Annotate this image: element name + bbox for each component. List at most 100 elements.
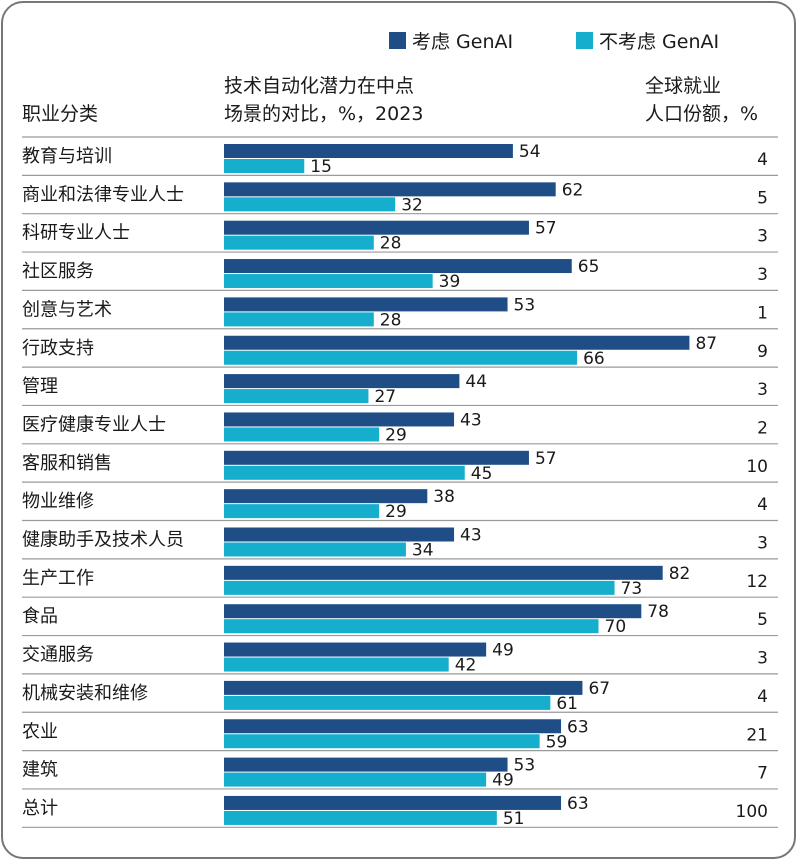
category-label: 医疗健康专业人士	[22, 414, 166, 435]
value-label-with-genai: 44	[465, 372, 487, 392]
bar-without-genai	[224, 695, 551, 710]
value-label-with-genai: 43	[460, 526, 482, 546]
bar-without-genai	[224, 619, 599, 634]
bar-without-genai	[224, 657, 449, 672]
category-label: 机械安装和维修	[22, 683, 148, 704]
bars-column-header-line2: 场景的对比，%，2023	[224, 103, 423, 125]
value-label-with-genai: 57	[535, 219, 557, 239]
bar-without-genai	[224, 350, 578, 365]
category-label: 总计	[22, 798, 58, 819]
legend: 考虑 GenAI 不考虑 GenAI	[389, 31, 719, 53]
value-label-without-genai: 45	[471, 464, 493, 484]
value-label-with-genai: 38	[433, 487, 455, 507]
bar-without-genai	[224, 274, 433, 289]
bar-with-genai	[224, 374, 460, 389]
value-label-with-genai: 54	[519, 142, 541, 162]
value-label-without-genai: 32	[401, 195, 423, 215]
value-label-with-genai: 87	[695, 334, 717, 354]
bar-without-genai	[224, 734, 540, 749]
employment-share-value: 9	[757, 342, 768, 362]
bar-without-genai	[224, 580, 615, 595]
value-label-without-genai: 27	[374, 387, 396, 407]
bar-with-genai	[224, 527, 455, 542]
value-label-with-genai: 53	[514, 756, 536, 776]
bar-without-genai	[224, 312, 374, 327]
share-column-header-line1: 全球就业	[645, 75, 721, 97]
bar-without-genai	[224, 389, 369, 404]
category-label: 物业维修	[22, 491, 94, 512]
value-label-with-genai: 78	[647, 602, 669, 622]
employment-share-value: 3	[757, 227, 768, 247]
employment-share-value: 3	[757, 380, 768, 400]
value-label-without-genai: 28	[380, 310, 402, 330]
employment-share-value: 4	[757, 150, 768, 170]
value-label-with-genai: 63	[567, 794, 589, 814]
bar-with-genai	[224, 680, 583, 695]
value-label-without-genai: 29	[385, 502, 407, 522]
bar-without-genai	[224, 197, 396, 212]
value-label-with-genai: 49	[492, 641, 514, 661]
bar-without-genai	[224, 159, 305, 173]
legend-label-with-genai: 考虑 GenAI	[412, 31, 513, 53]
employment-share-value: 2	[757, 418, 768, 438]
bar-with-genai	[224, 450, 529, 465]
bar-without-genai	[224, 235, 374, 250]
category-label: 健康助手及技术人员	[22, 530, 184, 551]
category-label: 客服和销售	[22, 453, 112, 474]
bar-with-genai	[224, 335, 690, 350]
employment-share-value: 1	[757, 303, 768, 323]
value-label-with-genai: 43	[460, 410, 482, 430]
category-label: 创意与艺术	[22, 299, 112, 320]
category-label: 管理	[22, 376, 58, 397]
employment-share-value: 5	[757, 188, 768, 208]
value-label-without-genai: 73	[621, 579, 643, 599]
value-label-without-genai: 29	[385, 425, 407, 445]
bar-with-genai	[224, 182, 556, 197]
value-label-without-genai: 28	[380, 234, 402, 254]
legend-label-without-genai: 不考虑 GenAI	[599, 31, 719, 53]
employment-share-value: 100	[736, 802, 768, 822]
bar-without-genai	[224, 542, 406, 557]
value-label-with-genai: 62	[562, 180, 584, 200]
bars-column-header-line1: 技术自动化潜力在中点	[224, 75, 414, 97]
value-label-without-genai: 51	[503, 809, 525, 829]
employment-share-value: 21	[746, 725, 768, 745]
employment-share-value: 7	[757, 764, 768, 784]
bar-with-genai	[224, 412, 455, 427]
category-label: 交通服务	[22, 645, 94, 666]
bar-with-genai	[224, 642, 487, 657]
value-label-without-genai: 34	[412, 541, 434, 561]
category-label: 食品	[22, 606, 58, 627]
bar-without-genai	[224, 772, 487, 787]
value-label-without-genai: 39	[439, 272, 461, 292]
bar-without-genai	[224, 810, 497, 825]
legend-swatch-without-genai	[576, 32, 593, 49]
category-label: 教育与培训	[22, 146, 112, 167]
employment-share-value: 5	[757, 610, 768, 630]
bar-without-genai	[224, 427, 380, 442]
bar-with-genai	[224, 259, 572, 274]
value-label-without-genai: 61	[556, 694, 578, 714]
value-label-without-genai: 66	[583, 349, 605, 369]
bar-with-genai	[224, 757, 508, 772]
legend-swatch-with-genai	[389, 32, 406, 49]
value-label-without-genai: 42	[455, 656, 477, 676]
employment-share-value: 4	[757, 687, 768, 707]
employment-share-value: 12	[746, 572, 768, 592]
category-column-header: 职业分类	[22, 103, 98, 125]
employment-share-value: 3	[757, 265, 768, 285]
employment-share-value: 4	[757, 495, 768, 515]
category-label: 科研专业人士	[22, 223, 130, 244]
bar-with-genai	[224, 220, 529, 235]
bar-with-genai	[224, 719, 562, 734]
value-label-with-genai: 65	[578, 257, 600, 277]
bar-with-genai	[224, 144, 513, 158]
category-label: 行政支持	[22, 338, 94, 359]
bar-without-genai	[224, 465, 465, 480]
share-column-header-line2: 人口份额，%	[645, 103, 758, 125]
value-label-with-genai: 57	[535, 449, 557, 469]
value-label-without-genai: 59	[546, 732, 568, 752]
bar-with-genai	[224, 297, 508, 312]
bar-with-genai	[224, 489, 428, 504]
